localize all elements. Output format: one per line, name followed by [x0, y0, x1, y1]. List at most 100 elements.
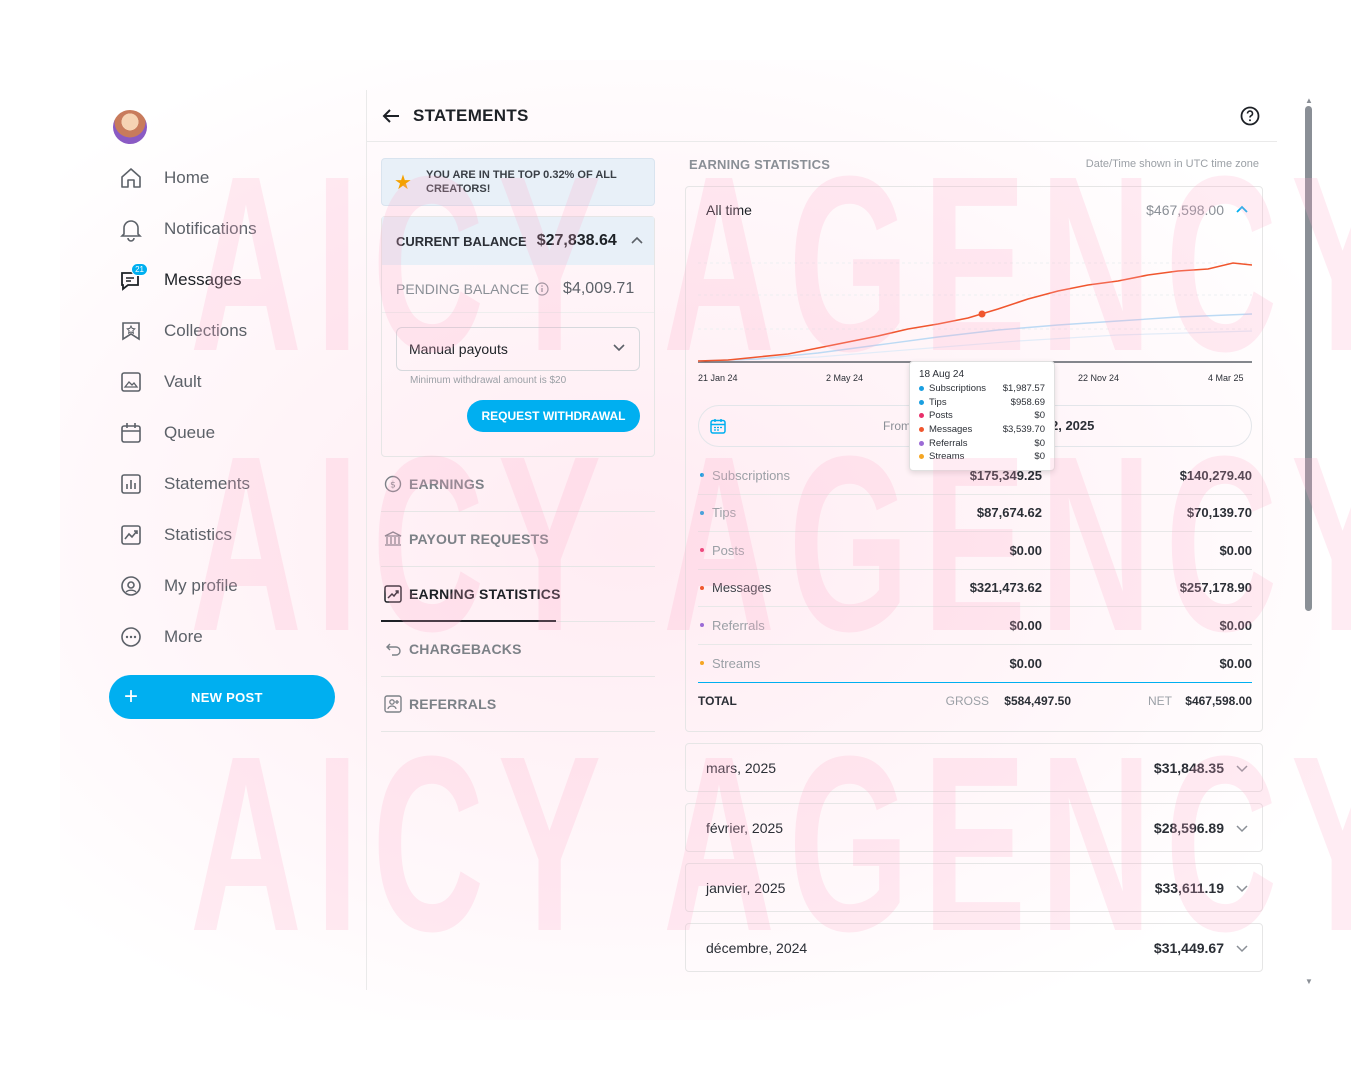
top-creator-text: YOU ARE IN THE TOP 0.32% OF ALL CREATORS… — [426, 169, 617, 195]
menu-item-label: CHARGEBACKS — [409, 641, 522, 657]
series-dot — [700, 473, 704, 478]
tooltip-name: Referrals — [929, 437, 968, 449]
month-name: février, 2025 — [706, 819, 784, 836]
request-withdrawal-button[interactable]: REQUEST WITHDRAWAL — [467, 400, 640, 432]
net-label: NET — [1148, 694, 1172, 708]
tooltip-row: Referrals $0 — [919, 436, 1045, 450]
svg-text:$: $ — [390, 481, 396, 491]
menu-item-payout-requests[interactable]: PAYOUT REQUESTS — [381, 512, 655, 567]
more-icon — [118, 624, 144, 650]
calendar-icon[interactable] — [709, 417, 727, 435]
series-dot — [700, 623, 704, 628]
row-gross: $0.00 — [1009, 617, 1042, 633]
row-net: $70,139.70 — [1186, 505, 1252, 521]
scrollbar-thumb[interactable] — [1305, 106, 1312, 611]
all-time-card: All time $467,598.00 21 Jan 24 2 May — [685, 186, 1263, 732]
tooltip-row: Posts $0 — [919, 409, 1045, 423]
series-dot — [919, 427, 924, 433]
vault-icon — [118, 369, 144, 395]
collections-icon — [118, 318, 144, 344]
month-name: décembre, 2024 — [706, 939, 808, 956]
star-icon: ★ — [394, 171, 412, 194]
menu-item-label: EARNING STATISTICS — [409, 586, 561, 602]
sidebar-item-label: Statistics — [164, 524, 233, 544]
all-time-row[interactable]: All time $467,598.00 — [686, 187, 1262, 233]
payout-mode-value: Manual payouts — [409, 341, 508, 357]
chevron-down-icon[interactable] — [1234, 880, 1250, 896]
payout-mode-select[interactable]: Manual payouts — [396, 327, 640, 371]
month-value: $31,848.35 — [1153, 759, 1224, 776]
x-tick-label: 22 Nov 24 — [1078, 373, 1119, 383]
menu-item-label: EARNINGS — [409, 476, 485, 492]
month-row[interactable]: février, 2025 $28,596.89 — [685, 803, 1263, 852]
tooltip-date: 18 Aug 24 — [919, 369, 965, 380]
main-content: STATEMENTS ★ YOU ARE IN THE TOP 0.32% OF… — [366, 90, 1277, 990]
sidebar-item-more[interactable]: More — [100, 611, 350, 662]
avatar[interactable] — [113, 110, 147, 144]
menu-item-label: REFERRALS — [409, 696, 497, 712]
month-row[interactable]: mars, 2025 $31,848.35 — [685, 743, 1263, 792]
calendar-icon — [118, 420, 144, 446]
sidebar-item-collections[interactable]: Collections — [100, 305, 350, 356]
chart-tooltip: 18 Aug 24 Subscriptions $1,987.57 Tips $95… — [909, 361, 1055, 471]
current-balance-label: CURRENT BALANCE — [396, 233, 527, 249]
sidebar-item-my-profile[interactable]: My profile — [100, 560, 350, 611]
tooltip-name: Messages — [929, 424, 973, 436]
chevron-down-icon[interactable] — [1234, 820, 1250, 836]
x-tick-label: 4 Mar 25 — [1208, 373, 1244, 383]
bank-icon — [383, 529, 403, 549]
referral-icon — [383, 694, 403, 714]
info-icon[interactable] — [535, 281, 549, 296]
sidebar-item-messages[interactable]: 21 Messages — [100, 254, 350, 305]
scroll-up-arrow-icon[interactable]: ▲ — [1305, 96, 1313, 105]
row-gross: $87,674.62 — [976, 505, 1042, 521]
menu-item-referrals[interactable]: REFERRALS — [381, 677, 655, 732]
tooltip-row: Streams $0 — [919, 450, 1045, 464]
earning-statistics-panel: EARNING STATISTICS Date/Time shown in UT… — [685, 154, 1263, 972]
month-name: janvier, 2025 — [706, 879, 786, 896]
chevron-down-icon[interactable] — [1234, 760, 1250, 776]
pending-balance-row: PENDING BALANCE $4,009.71 — [382, 265, 654, 313]
sidebar-item-vault[interactable]: Vault — [100, 356, 350, 407]
gross-label: GROSS — [945, 694, 989, 708]
series-dot — [919, 386, 924, 392]
row-gross: $321,473.62 — [969, 580, 1042, 596]
sidebar-item-statements[interactable]: Statements — [100, 458, 350, 509]
scroll-down-arrow-icon[interactable]: ▼ — [1305, 977, 1313, 986]
balance-card: CURRENT BALANCE $27,838.64 PENDING BALAN… — [381, 216, 655, 457]
sidebar-item-label: Collections — [164, 320, 248, 340]
row-name: Streams — [712, 655, 761, 671]
back-arrow-icon[interactable] — [379, 104, 403, 128]
sidebar-item-statistics[interactable]: Statistics — [100, 509, 350, 560]
menu-item-earnings[interactable]: $ EARNINGS — [381, 457, 655, 512]
chevron-up-icon[interactable] — [629, 233, 645, 249]
sidebar-item-notifications[interactable]: Notifications — [100, 203, 350, 254]
month-row[interactable]: décembre, 2024 $31,449.67 — [685, 923, 1263, 972]
month-row[interactable]: janvier, 2025 $33,611.19 — [685, 863, 1263, 912]
month-value: $28,596.89 — [1153, 819, 1224, 836]
home-icon — [118, 165, 144, 191]
menu-item-chargebacks[interactable]: CHARGEBACKS — [381, 622, 655, 677]
page-scrollbar[interactable]: ▲ ▼ — [1303, 96, 1315, 986]
row-net: $0.00 — [1219, 655, 1252, 671]
statements-menu: $ EARNINGS PAYOUT REQUESTS EARNING STATI… — [381, 457, 655, 732]
series-dot — [919, 399, 924, 405]
new-post-button[interactable]: + NEW POST — [109, 675, 335, 719]
sidebar-item-home[interactable]: Home — [100, 152, 350, 203]
chevron-down-icon[interactable] — [1234, 940, 1250, 956]
menu-item-earning-statistics[interactable]: EARNING STATISTICS — [381, 567, 655, 622]
chevron-up-icon[interactable] — [1234, 202, 1250, 218]
row-net: $257,178.90 — [1179, 580, 1252, 596]
pending-balance-value: $4,009.71 — [563, 279, 635, 297]
row-gross: $0.00 — [1009, 655, 1042, 671]
min-withdrawal-hint: Minimum withdrawal amount is $20 — [410, 375, 567, 386]
profile-icon — [118, 573, 144, 599]
series-dot — [700, 585, 704, 590]
total-label: TOTAL — [698, 694, 737, 708]
current-balance-row[interactable]: CURRENT BALANCE $27,838.64 — [382, 217, 654, 265]
sidebar-item-queue[interactable]: Queue — [100, 407, 350, 458]
month-value: $31,449.67 — [1153, 939, 1224, 956]
help-icon[interactable] — [1239, 105, 1261, 127]
series-dot — [700, 661, 704, 666]
series-dot — [919, 413, 924, 419]
